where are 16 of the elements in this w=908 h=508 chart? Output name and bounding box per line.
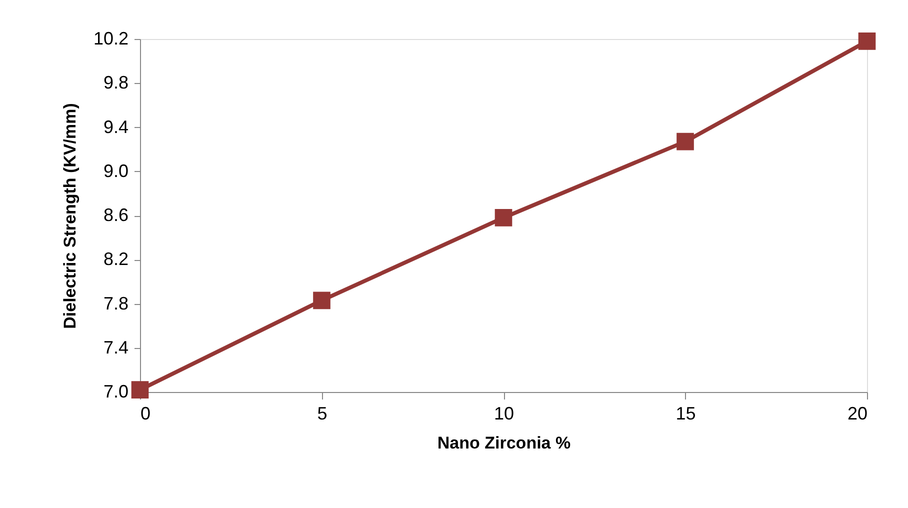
y-tick-label: 7.8 xyxy=(103,293,128,314)
y-axis-title: Dielectric Strength (KV/mm) xyxy=(60,103,80,329)
y-tick-label: 7.0 xyxy=(103,382,128,402)
y-tick-label: 9.0 xyxy=(103,160,128,181)
x-axis-title: Nano Zirconia % xyxy=(437,434,571,452)
x-tick-label: 15 xyxy=(676,404,696,424)
x-tick-label: 10 xyxy=(494,404,514,424)
x-tick-label: 5 xyxy=(317,404,328,424)
y-tick-label: 9.4 xyxy=(103,116,128,137)
y-tick-label: 7.4 xyxy=(103,337,128,358)
y-tick-label: 8.2 xyxy=(103,249,128,270)
y-tick-label: 8.6 xyxy=(103,205,128,225)
y-tick-label: 10.2 xyxy=(93,28,128,48)
x-tick-label: 0 xyxy=(140,404,151,424)
x-tick-label: 20 xyxy=(847,404,868,424)
y-tick-label: 9.8 xyxy=(103,72,128,93)
